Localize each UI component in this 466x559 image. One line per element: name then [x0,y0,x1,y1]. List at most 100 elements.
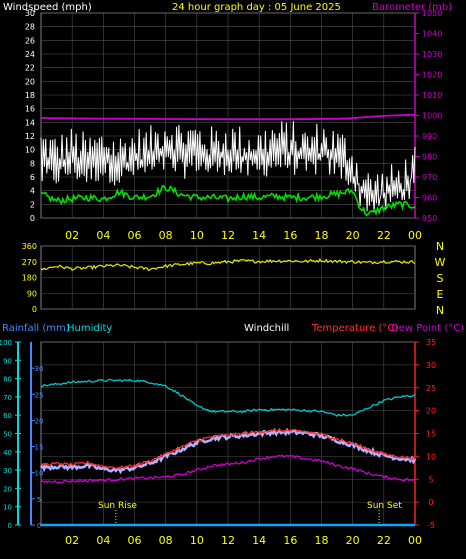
sun-set-label: Sun Set [367,501,402,511]
temp-x-tick-label: 06 [128,534,142,547]
chart-title: 24 hour graph day : 05 June 2025 [172,2,341,13]
temp-y-tick-label: 20 [426,407,436,416]
temp-x-tick-label: 18 [315,534,329,547]
humidity-axis-title: Humidity [67,323,112,334]
baro-y-tick-label: 960 [422,194,437,203]
wind-y-tick-label: 16 [25,105,35,114]
humidity-y-tick-label: 0 [8,522,12,530]
wind-y-tick-label: 20 [25,77,35,86]
compass-label: S [437,272,444,285]
humidity-y-tick-label: 30 [3,467,12,475]
humidity-y-tick-label: 90 [3,357,12,365]
wind-y-tick-label: 12 [25,132,35,141]
temp-x-tick-label: 04 [96,534,110,547]
temp-x-tick-label: 10 [190,534,204,547]
baro-y-tick-label: 1050 [422,9,442,18]
rain-y-tick-label: 15 [35,444,44,452]
direction-y-tick-label: 270 [22,258,37,267]
temp-y-tick-label: 30 [426,361,436,370]
humidity-y-tick-label: 50 [3,431,12,439]
baro-y-tick-label: 1040 [422,30,442,39]
temp-x-tick-label: 02 [65,534,79,547]
rain-y-tick-label: 25 [35,391,44,399]
wind-x-tick-label: 06 [128,229,142,242]
temperature-axis-title: Temperature (°C) [311,323,398,334]
humidity-y-tick-label: 40 [3,449,12,457]
wind-x-tick-label: 14 [252,229,266,242]
direction-y-tick-label: 360 [22,242,37,251]
wind-x-tick-label: 20 [346,229,360,242]
rain-y-tick-label: 20 [35,417,44,425]
wind-y-tick-label: 6 [30,173,35,182]
wind-y-tick-label: 2 [30,200,35,209]
baro-y-tick-label: 990 [422,132,437,141]
baro-y-tick-label: 1030 [422,50,442,59]
wind-y-tick-label: 4 [30,187,35,196]
wind-y-tick-label: 10 [25,146,35,155]
humidity-y-tick-label: 60 [3,412,12,420]
temp-x-tick-label: 20 [346,534,360,547]
baro-y-tick-label: 970 [422,173,437,182]
temp-x-tick-label: 16 [283,534,297,547]
baro-y-tick-label: 1020 [422,71,442,80]
wind-gust-series [40,121,416,213]
baro-y-tick-label: 980 [422,153,437,162]
temperature-series [40,428,416,470]
temp-y-tick-label: 5 [428,475,433,484]
baro-y-tick-label: 950 [422,214,437,223]
dewpoint-series [40,454,416,484]
wind-y-tick-label: 18 [25,91,35,100]
wind-axis-title: Windspeed (mph) [3,2,92,13]
direction-y-tick-label: 90 [27,289,37,298]
humidity-y-tick-label: 100 [0,339,12,347]
humidity-y-tick-label: 70 [3,394,12,402]
barometer-series [40,113,416,121]
rain-axis-title: Rainfall (mm) [2,323,70,334]
temp-x-tick-label: 22 [377,534,391,547]
wind-x-tick-label: 02 [65,229,79,242]
baro-axis-title: Barometer (mb) [372,2,452,13]
wind-y-tick-label: 0 [30,214,35,223]
wind-x-tick-label: 18 [315,229,329,242]
wind-x-tick-label: 16 [283,229,297,242]
direction-y-tick-label: 0 [32,305,37,314]
temp-x-tick-label: 00 [408,534,422,547]
baro-y-tick-label: 1010 [422,91,442,100]
humidity-series [40,378,416,417]
humidity-y-tick-label: 10 [3,504,12,512]
wind-x-tick-label: 00 [408,229,422,242]
wind-y-tick-label: 14 [25,118,35,127]
rain-y-tick-label: 5 [37,496,41,504]
sun-rise-label: Sun Rise [98,501,137,511]
direction-y-tick-label: 180 [22,274,37,283]
wind-y-tick-label: 28 [25,23,35,32]
temp-x-tick-label: 08 [159,534,173,547]
temp-x-tick-label: 14 [252,534,266,547]
temp-y-tick-label: 10 [426,452,436,461]
rain-y-tick-label: 10 [35,470,44,478]
baro-y-tick-label: 1000 [422,112,442,121]
compass-label: N [436,240,444,253]
wind-direction-series [40,257,416,272]
rain-y-tick-label: 30 [35,365,44,373]
temp-y-tick-label: 15 [426,430,436,439]
wind-x-tick-label: 04 [96,229,110,242]
wind-x-tick-label: 22 [377,229,391,242]
temp-y-tick-label: 25 [426,384,436,393]
compass-label: E [437,288,444,301]
wind-y-tick-label: 26 [25,36,35,45]
temp-y-tick-label: 35 [426,338,436,347]
wind-x-tick-label: 12 [221,229,235,242]
compass-label: W [435,256,446,269]
windchill-title: Windchill [244,323,289,334]
temp-y-tick-label: -5 [427,521,435,530]
temp-y-tick-label: 0 [428,498,433,507]
temp-x-tick-label: 12 [221,534,235,547]
dewpoint-axis-title: Dew Point (°C) [391,323,464,334]
compass-label: N [436,304,444,317]
wind-x-tick-label: 10 [190,229,204,242]
wind-average-series [40,185,416,217]
wind-y-tick-label: 24 [25,50,35,59]
